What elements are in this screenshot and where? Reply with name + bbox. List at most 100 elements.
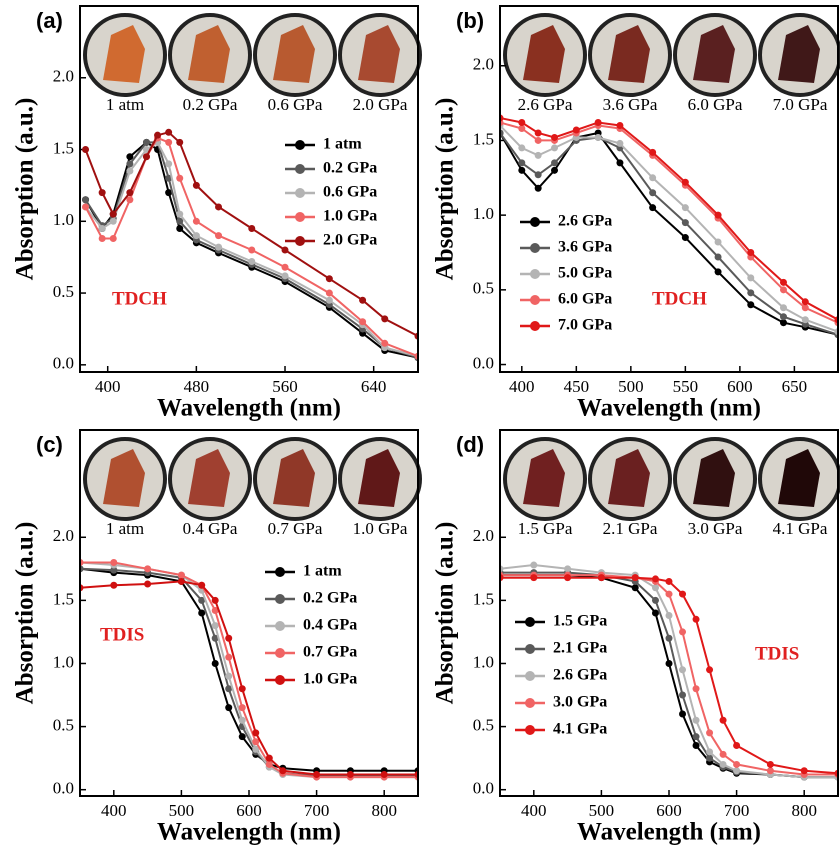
x-tick-label: 450 — [564, 377, 590, 396]
data-point — [143, 153, 150, 160]
data-point — [682, 219, 689, 226]
data-point — [632, 574, 639, 581]
data-point — [212, 622, 219, 629]
annotation: TDIS — [755, 643, 799, 664]
x-tick-label: 600 — [656, 801, 682, 820]
data-point — [225, 673, 232, 680]
series-line — [500, 573, 838, 778]
annotation: TDIS — [100, 624, 144, 645]
legend-marker — [530, 321, 540, 331]
legend-marker — [530, 295, 540, 305]
legend-label: 1.0 GPa — [303, 671, 357, 688]
data-point — [225, 704, 232, 711]
data-point — [518, 125, 525, 132]
data-point — [347, 771, 354, 778]
data-point — [535, 185, 542, 192]
data-point — [715, 253, 722, 260]
legend-marker — [275, 621, 285, 631]
inset-label: 0.2 GPa — [183, 95, 238, 114]
data-point — [564, 574, 571, 581]
legend-label: 1.0 GPa — [323, 208, 377, 225]
legend-marker — [295, 188, 305, 198]
annotation: TDCH — [652, 288, 707, 309]
data-point — [266, 761, 273, 768]
data-point — [530, 562, 537, 569]
data-point — [564, 565, 571, 572]
data-point — [165, 139, 172, 146]
data-point — [679, 692, 686, 699]
legend-label: 3.6 GPa — [558, 239, 612, 256]
x-tick-label: 480 — [184, 377, 210, 396]
x-tick-label: 400 — [95, 377, 121, 396]
legend-marker — [275, 648, 285, 658]
y-tick-label: 1.5 — [53, 138, 74, 157]
data-point — [682, 234, 689, 241]
data-point — [747, 249, 754, 256]
data-point — [682, 204, 689, 211]
data-point — [693, 616, 700, 623]
data-point — [693, 742, 700, 749]
series-group — [497, 562, 840, 781]
data-point — [239, 717, 246, 724]
legend-label: 1 atm — [323, 136, 362, 153]
figure: 1 atm0.2 GPa0.6 GPa2.0 GPa0.00.51.01.52.… — [0, 0, 840, 848]
y-tick-label: 0.5 — [473, 715, 494, 734]
inset-label: 1.5 GPa — [518, 519, 573, 538]
data-point — [666, 578, 673, 585]
legend-marker — [525, 644, 535, 654]
x-tick-label: 550 — [673, 377, 699, 396]
data-point — [767, 767, 774, 774]
data-point — [666, 591, 673, 598]
y-tick-label: 2.0 — [473, 526, 494, 545]
data-point — [518, 119, 525, 126]
data-point — [733, 761, 740, 768]
data-point — [518, 159, 525, 166]
data-point — [212, 597, 219, 604]
data-point — [733, 742, 740, 749]
legend-label: 4.1 GPa — [553, 721, 607, 738]
legend-label: 5.0 GPa — [558, 265, 612, 282]
data-point — [573, 126, 580, 133]
x-tick-label: 560 — [272, 377, 298, 396]
legend-marker — [525, 725, 535, 735]
x-tick-label: 400 — [521, 801, 547, 820]
data-point — [616, 122, 623, 129]
y-tick-label: 1.0 — [473, 204, 494, 223]
data-point — [82, 203, 89, 210]
data-point — [706, 755, 713, 762]
data-point — [767, 761, 774, 768]
legend-label: 0.7 GPa — [303, 644, 357, 661]
data-point — [747, 289, 754, 296]
data-point — [780, 304, 787, 311]
data-point — [248, 258, 255, 265]
x-tick-label: 650 — [782, 377, 808, 396]
inset-label: 1 atm — [106, 95, 144, 114]
panel-label: (a) — [36, 8, 63, 33]
data-point — [551, 144, 558, 151]
data-point — [326, 290, 333, 297]
data-point — [518, 167, 525, 174]
data-point — [632, 584, 639, 591]
data-point — [720, 717, 727, 724]
data-point — [535, 137, 542, 144]
data-point — [666, 612, 673, 619]
data-point — [359, 297, 366, 304]
data-point — [193, 232, 200, 239]
data-point — [682, 179, 689, 186]
data-point — [693, 717, 700, 724]
data-point — [780, 319, 787, 326]
legend-label: 2.6 GPa — [558, 213, 612, 230]
data-point — [176, 225, 183, 232]
data-point — [193, 182, 200, 189]
legend-label: 2.6 GPa — [553, 667, 607, 684]
legend-marker — [525, 617, 535, 627]
data-point — [215, 232, 222, 239]
x-tick-label: 500 — [589, 801, 615, 820]
data-point — [248, 247, 255, 254]
data-point — [780, 313, 787, 320]
inset-label: 2.6 GPa — [518, 95, 573, 114]
data-point — [802, 316, 809, 323]
legend-marker — [275, 594, 285, 604]
data-point — [802, 304, 809, 311]
data-point — [666, 660, 673, 667]
